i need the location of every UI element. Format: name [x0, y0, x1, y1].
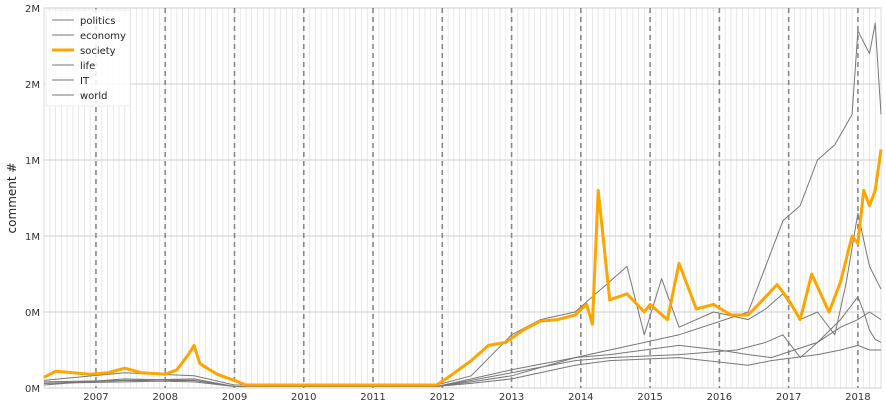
x-tick-label: 2015 — [637, 392, 662, 403]
x-tick-label: 2013 — [499, 392, 524, 403]
y-tick-label: 2M — [25, 80, 40, 91]
x-tick-label: 2008 — [152, 392, 177, 403]
legend-label-world: world — [80, 91, 108, 102]
x-tick-label: 2012 — [430, 392, 455, 403]
plot-frame — [43, 7, 882, 389]
x-tick-label: 2018 — [845, 392, 870, 403]
x-tick-label: 2009 — [222, 392, 247, 403]
legend-label-it: IT — [80, 76, 90, 87]
y-tick-label: 0M — [25, 384, 40, 395]
legend-box — [45, 9, 131, 107]
y-axis-title: comment # — [5, 163, 19, 234]
legend-label-life: life — [80, 61, 95, 72]
y-tick-label: 1M — [25, 156, 40, 167]
series-layer — [43, 22, 883, 387]
plot-area — [43, 7, 882, 389]
year-markers — [95, 8, 859, 388]
y-tick-label: 0M — [25, 308, 40, 319]
legend: politics economy society life IT world — [45, 9, 131, 107]
x-axis: 2007 2008 2009 2010 2011 2012 2013 2014 2015 2016… — [83, 392, 870, 403]
x-tick-label: 2017 — [776, 392, 801, 403]
legend-label-society: society — [80, 46, 116, 57]
x-tick-label: 2014 — [568, 392, 593, 403]
x-tick-label: 2011 — [360, 392, 385, 403]
y-tick-label: 2M — [25, 4, 40, 15]
x-tick-label: 2010 — [291, 392, 316, 403]
y-tick-label: 1M — [25, 232, 40, 243]
legend-label-economy: economy — [80, 31, 126, 42]
y-axis: 0M 0M 1M 1M 2M 2M — [25, 4, 40, 395]
series-line-society — [43, 149, 883, 387]
legend-label-politics: politics — [80, 16, 115, 27]
x-tick-label: 2007 — [83, 392, 108, 403]
x-tick-label: 2016 — [707, 392, 732, 403]
